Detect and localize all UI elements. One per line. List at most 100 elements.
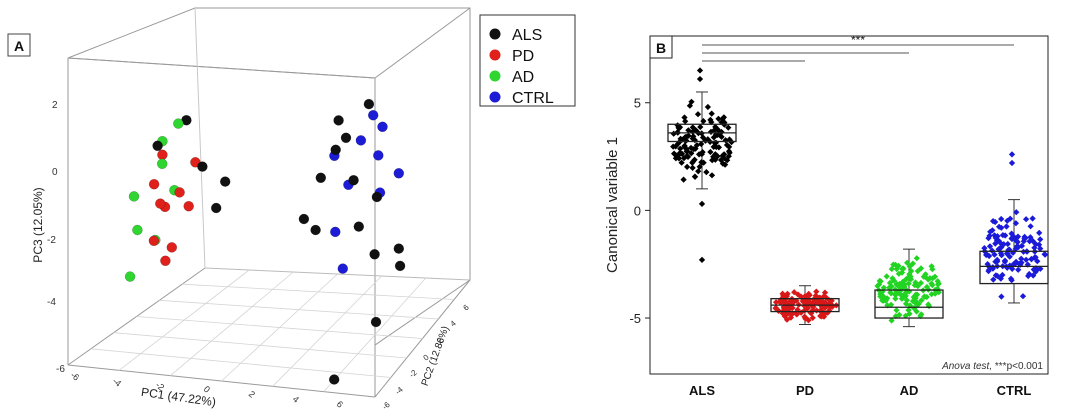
legend-item-pd: PD bbox=[489, 48, 534, 65]
anova-annotation: Anova test, ***p<0.001 bbox=[941, 361, 1043, 372]
pca-point-als bbox=[298, 213, 310, 225]
pca-point-als bbox=[210, 202, 222, 214]
plot-frame bbox=[649, 35, 1049, 375]
pc1-tick: -4 bbox=[111, 376, 124, 389]
pc3-tick: 2 bbox=[52, 100, 58, 111]
legend-marker-ctrl bbox=[489, 91, 501, 103]
pca-point-ctrl bbox=[367, 109, 379, 121]
pca-cube-frame bbox=[67, 7, 471, 398]
data-point-ctrl bbox=[1026, 270, 1033, 278]
data-point-ad bbox=[903, 297, 911, 304]
pca-point-als bbox=[340, 132, 352, 144]
data-point-ctrl bbox=[1041, 251, 1049, 258]
data-point-ad bbox=[922, 271, 929, 278]
pca-point-pd bbox=[148, 235, 160, 247]
panel-a-label-box bbox=[7, 33, 31, 57]
floor-grid-line bbox=[182, 283, 455, 300]
cube-edge bbox=[194, 7, 206, 269]
legend-item-als: ALS bbox=[489, 27, 542, 44]
panel-b-box-plot: B 5 0 -5 Canonical variable 1 *** ALS PD AD C… bbox=[604, 33, 1049, 398]
pc2-tick: 0 bbox=[422, 352, 432, 362]
pc2-tick: -6 bbox=[381, 400, 393, 412]
data-point-ctrl bbox=[992, 272, 1000, 279]
significance-stars: *** bbox=[851, 33, 865, 47]
pca-point-als bbox=[328, 374, 340, 385]
pca-point-ad bbox=[132, 224, 143, 236]
legend-label-pd: PD bbox=[512, 48, 534, 65]
cube-edge bbox=[374, 7, 471, 79]
pc1-tick: 0 bbox=[202, 384, 212, 395]
data-point-pd bbox=[805, 290, 812, 298]
data-point-ad bbox=[905, 274, 912, 281]
data-point-ctrl bbox=[1015, 266, 1022, 273]
pca-point-als bbox=[310, 224, 321, 236]
cube-edge bbox=[67, 57, 376, 79]
pca-point-ctrl bbox=[393, 168, 405, 179]
data-point-ad bbox=[900, 294, 907, 301]
floor-grid-line bbox=[159, 299, 439, 320]
data-point-ctrl bbox=[1027, 223, 1034, 230]
panel-a-3d-scatter: A 2 0 -2 -4 -6 PC3 (12.05%) -6 -4 -2 0 2… bbox=[7, 7, 576, 412]
pca-point-als bbox=[330, 144, 341, 156]
data-point-ad bbox=[895, 283, 902, 290]
pc2-ticks: -6 -4 -2 0 2 4 6 bbox=[381, 302, 472, 411]
legend-item-ad: AD bbox=[489, 69, 534, 86]
x-tick-label-ctrl: CTRL bbox=[997, 383, 1032, 398]
pca-point-ad bbox=[173, 118, 184, 129]
pca-point-ad bbox=[156, 158, 168, 170]
pc3-tick: -6 bbox=[56, 364, 65, 375]
data-point-ctrl bbox=[1029, 215, 1036, 222]
floor-grid bbox=[90, 269, 455, 392]
pca-point-pd bbox=[183, 200, 194, 212]
pca-point-pd bbox=[160, 255, 171, 267]
data-point-pd bbox=[813, 294, 820, 301]
data-point-ad bbox=[895, 262, 902, 270]
legend-item-ctrl: CTRL bbox=[489, 90, 554, 107]
data-point-ad bbox=[902, 312, 909, 319]
pca-point-ad bbox=[128, 191, 140, 202]
pc1-tick: 4 bbox=[291, 394, 301, 405]
y-tick-label: -5 bbox=[629, 311, 641, 326]
pca-point-als bbox=[219, 176, 231, 187]
data-point-ctrl bbox=[1031, 244, 1038, 251]
pc3-ticks: 2 0 -2 -4 -6 bbox=[47, 100, 65, 375]
legend-label-als: ALS bbox=[512, 27, 542, 44]
pca-point-ctrl bbox=[355, 135, 367, 146]
x-axis-labels: ALS PD AD CTRL bbox=[689, 383, 1031, 398]
pc3-tick: -2 bbox=[47, 235, 56, 246]
pca-point-als bbox=[152, 140, 163, 152]
pca-point-pd bbox=[155, 198, 166, 209]
panel-b-label-box bbox=[649, 35, 673, 59]
data-point-ad bbox=[928, 263, 935, 270]
x-tick-label-pd: PD bbox=[796, 383, 814, 398]
pc2-tick: 2 bbox=[436, 335, 446, 345]
cube-back-face bbox=[67, 7, 471, 346]
data-point-pd bbox=[816, 307, 824, 314]
legend-marker-ad bbox=[489, 70, 501, 82]
data-point-pd bbox=[784, 290, 791, 297]
panel-b-label: B bbox=[656, 40, 666, 56]
pc1-tick: -6 bbox=[69, 370, 82, 383]
pca-point-als bbox=[370, 316, 382, 328]
pca-point-ctrl bbox=[377, 121, 388, 133]
pc3-tick: -4 bbox=[47, 297, 56, 308]
box-ctrl bbox=[979, 250, 1049, 285]
pca-points bbox=[124, 98, 406, 385]
pca-point-als bbox=[197, 161, 208, 172]
significance-brackets bbox=[702, 44, 1014, 62]
panel-a-label: A bbox=[14, 38, 24, 54]
pc1-tick: 6 bbox=[335, 399, 345, 410]
legend-label-ctrl: CTRL bbox=[512, 90, 554, 107]
pc2-tick: 4 bbox=[449, 318, 459, 328]
pca-point-ad bbox=[124, 271, 136, 282]
data-point-ad bbox=[934, 281, 942, 288]
pc2-tick: -2 bbox=[408, 368, 420, 380]
legend: ALS PD AD CTRL bbox=[479, 14, 576, 107]
data-point-ad bbox=[899, 265, 906, 273]
pca-point-als bbox=[369, 249, 380, 260]
legend-marker-pd bbox=[489, 49, 501, 61]
legend-label-ad: AD bbox=[512, 69, 534, 86]
data-point-ad bbox=[903, 259, 911, 266]
x-tick-label-als: ALS bbox=[689, 383, 715, 398]
pca-point-als bbox=[393, 243, 405, 254]
